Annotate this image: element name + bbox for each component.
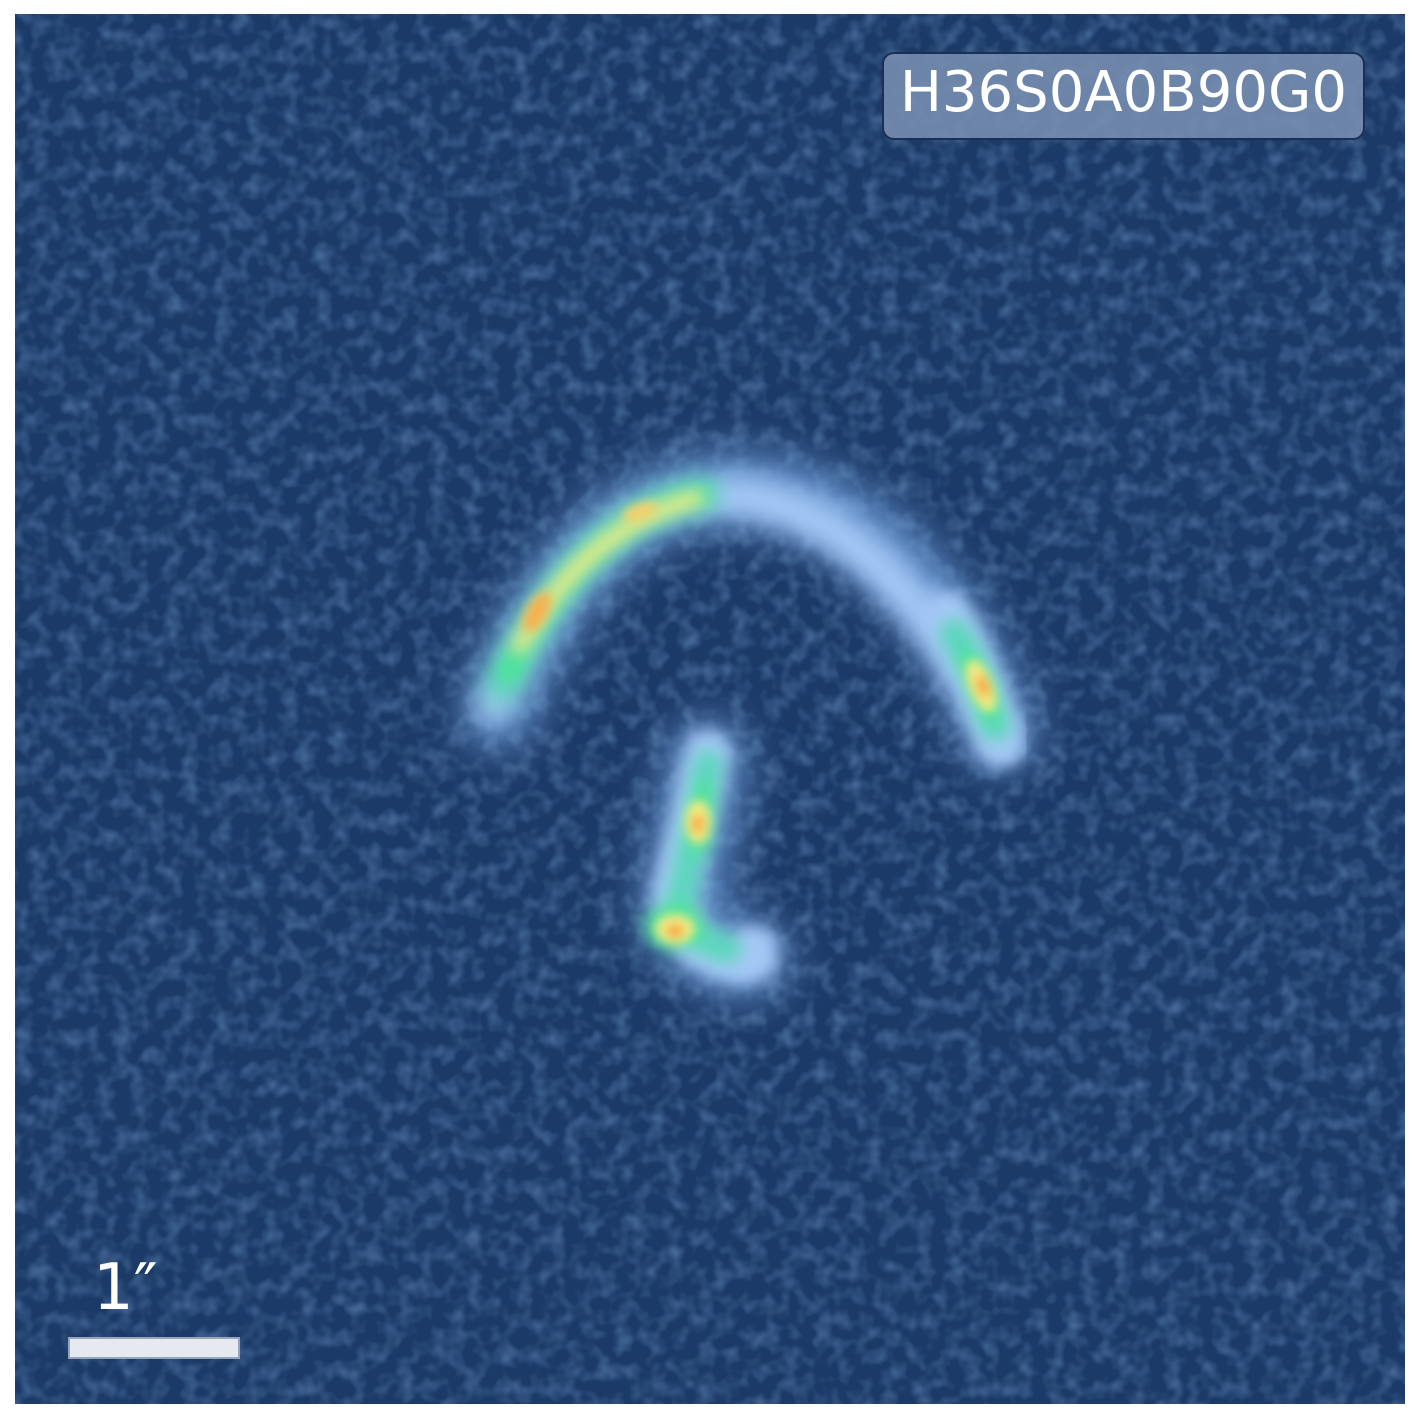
scale-bar (68, 1337, 240, 1359)
lower-image-cores (655, 800, 711, 944)
right-image-core (965, 659, 997, 713)
sky-noise (15, 14, 1405, 1404)
lensing-image-panel: H36S0A0B90G0 1″ (15, 14, 1405, 1404)
scale-bar-label: 1″ (93, 1251, 158, 1325)
model-label-text: H36S0A0B90G0 (899, 60, 1347, 125)
lensed-arcs-image (15, 14, 1405, 1404)
upper-arc-peaks (523, 502, 658, 632)
model-label-box: H36S0A0B90G0 (881, 52, 1365, 140)
